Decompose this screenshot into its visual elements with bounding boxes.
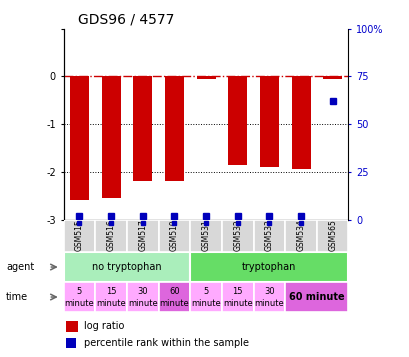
Bar <box>63 282 95 312</box>
Text: GSM515: GSM515 <box>75 219 84 251</box>
Text: minute: minute <box>191 299 220 308</box>
Bar <box>221 220 253 252</box>
Text: 15: 15 <box>232 287 243 296</box>
Bar <box>196 76 215 79</box>
Bar <box>126 220 158 252</box>
Text: GSM519: GSM519 <box>169 219 178 251</box>
Text: minute: minute <box>128 299 157 308</box>
Bar <box>95 220 126 252</box>
Text: tryptophan: tryptophan <box>242 262 296 272</box>
Bar <box>221 282 253 312</box>
Text: 5: 5 <box>76 287 82 296</box>
Bar <box>253 282 285 312</box>
Bar <box>285 282 348 312</box>
Text: GSM532: GSM532 <box>233 219 242 251</box>
Bar <box>259 76 278 167</box>
Text: 15: 15 <box>106 287 116 296</box>
Text: minute: minute <box>254 299 283 308</box>
Text: GSM531: GSM531 <box>201 219 210 251</box>
Bar <box>133 76 152 181</box>
Text: 60 minute: 60 minute <box>288 292 344 302</box>
Text: percentile rank within the sample: percentile rank within the sample <box>84 338 248 348</box>
Text: GSM516: GSM516 <box>106 219 115 251</box>
Text: minute: minute <box>222 299 252 308</box>
Text: GSM565: GSM565 <box>327 219 336 251</box>
Bar <box>291 76 310 170</box>
Bar <box>285 220 316 252</box>
Text: 60: 60 <box>169 287 179 296</box>
Text: time: time <box>6 292 28 302</box>
Text: 30: 30 <box>137 287 148 296</box>
Text: minute: minute <box>96 299 126 308</box>
Bar <box>164 76 183 181</box>
Text: 30: 30 <box>263 287 274 296</box>
Text: minute: minute <box>159 299 189 308</box>
Bar <box>63 252 190 282</box>
Bar <box>228 76 247 165</box>
Text: no tryptophan: no tryptophan <box>92 262 161 272</box>
Bar <box>66 338 76 348</box>
Text: GDS96 / 4577: GDS96 / 4577 <box>78 12 174 26</box>
Bar <box>190 220 221 252</box>
Bar <box>66 321 78 332</box>
Bar <box>95 282 126 312</box>
Bar <box>158 282 190 312</box>
Bar <box>63 220 95 252</box>
Text: minute: minute <box>64 299 94 308</box>
Text: GSM533: GSM533 <box>264 219 273 251</box>
Bar <box>158 220 190 252</box>
Bar <box>126 282 158 312</box>
Bar <box>101 76 120 198</box>
Bar <box>190 252 348 282</box>
Text: log ratio: log ratio <box>84 321 124 331</box>
Text: 5: 5 <box>203 287 208 296</box>
Text: agent: agent <box>6 262 34 272</box>
Text: GSM517: GSM517 <box>138 219 147 251</box>
Bar <box>316 220 348 252</box>
Bar <box>70 76 89 201</box>
Bar <box>322 76 342 79</box>
Bar <box>190 282 221 312</box>
Bar <box>253 220 285 252</box>
Text: GSM534: GSM534 <box>296 219 305 251</box>
